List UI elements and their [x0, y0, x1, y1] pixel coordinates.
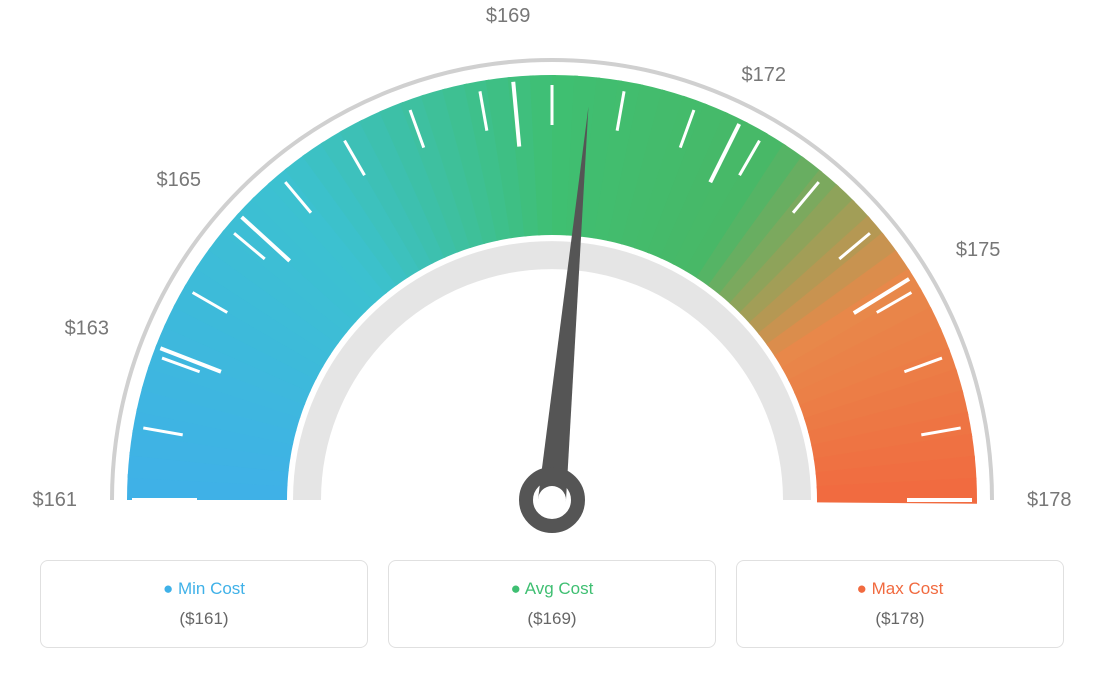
tick-label: $161 — [33, 489, 78, 511]
avg-cost-card: Avg Cost ($169) — [388, 560, 716, 648]
avg-cost-label: Avg Cost — [409, 579, 695, 599]
gauge-svg: $161 $163 $165 $169 $172 $175 $178 — [0, 0, 1104, 550]
max-cost-value: ($178) — [757, 609, 1043, 629]
min-cost-label: Min Cost — [61, 579, 347, 599]
needle-hub-center — [538, 486, 566, 514]
gauge-chart: $161 $163 $165 $169 $172 $175 $178 — [0, 0, 1104, 550]
tick-label: $172 — [741, 64, 786, 86]
tick-label: $163 — [65, 317, 110, 339]
max-cost-card: Max Cost ($178) — [736, 560, 1064, 648]
tick-label: $169 — [486, 5, 531, 27]
min-cost-card: Min Cost ($161) — [40, 560, 368, 648]
min-cost-value: ($161) — [61, 609, 347, 629]
tick-label: $165 — [156, 169, 201, 191]
max-cost-label: Max Cost — [757, 579, 1043, 599]
avg-cost-value: ($169) — [409, 609, 695, 629]
tick-label: $175 — [956, 239, 1001, 261]
cost-cards: Min Cost ($161) Avg Cost ($169) Max Cost… — [0, 560, 1104, 648]
tick-label: $178 — [1027, 489, 1072, 511]
